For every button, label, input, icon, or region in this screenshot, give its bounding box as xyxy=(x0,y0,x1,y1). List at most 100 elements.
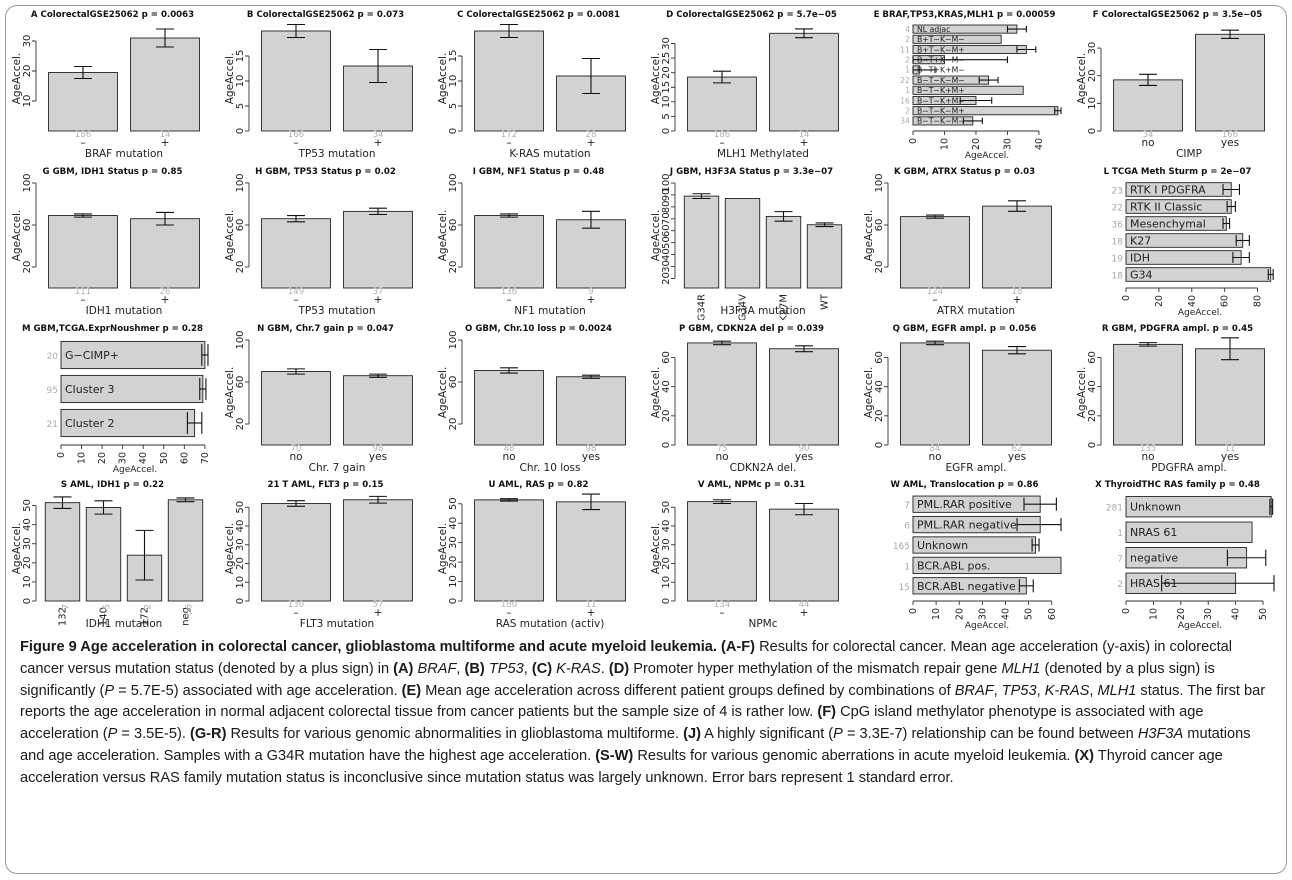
caption-segment: = 3.3E-7) relationship can be found betw… xyxy=(842,726,1138,743)
y-tick-label: 40 xyxy=(235,520,246,533)
bar-label: Unknown xyxy=(917,539,968,552)
category-label: + xyxy=(587,607,596,619)
y-axis-label: AgeAccel. xyxy=(224,523,236,575)
x-tick-label: 20 xyxy=(954,608,965,620)
sample-size-label: 34 xyxy=(900,117,910,126)
bar xyxy=(982,205,1052,289)
x-tick-label: 40 xyxy=(138,452,149,464)
sample-size-label: 7 xyxy=(904,501,910,511)
category-label: – xyxy=(506,607,511,619)
bar-label: K27 xyxy=(1130,234,1151,247)
caption-segment: MLH1 xyxy=(1001,660,1041,677)
x-axis-label: AgeAccel. xyxy=(965,151,1009,161)
y-axis-label: AgeAccel. xyxy=(863,367,875,419)
bar xyxy=(769,32,839,132)
y-tick-label: 50 xyxy=(235,501,246,514)
bar xyxy=(687,501,757,602)
panel-plot: NL adjac4B+T−K−M−2B+T−K−M+11B−T+K−M−2B−T… xyxy=(900,24,1062,161)
panel-q: Q GBM, EGFR ampl. p = 0.056 0 20 40 60 AgeAcc… xyxy=(858,320,1071,477)
sample-size-label: 149 xyxy=(288,287,304,297)
y-axis-label: AgeAccel. xyxy=(11,53,23,105)
y-tick-label: 40 xyxy=(1087,380,1098,393)
panel-h: H GBM, TP53 Status p = 0.02 20 60 100 AgeAcc… xyxy=(219,163,432,320)
sample-size-label: 28 xyxy=(586,130,597,140)
caption-segment: , xyxy=(523,660,532,677)
y-tick-label: 20 xyxy=(874,409,885,422)
y-tick-label: 20 xyxy=(235,261,246,274)
y-tick-label: 100 xyxy=(448,330,459,349)
y-tick-label: 30 xyxy=(235,538,246,551)
y-axis-label: AgeAccel. xyxy=(650,367,662,419)
x-axis-label: RAS mutation (activ) xyxy=(496,618,605,630)
panel-title: F ColorectalGSE25062 p = 3.5e−05 xyxy=(1092,10,1263,20)
caption-segment: Mean age acceleration across different p… xyxy=(421,682,955,699)
panel-l: L TCGA Meth Sturm p = 2e−07 RTK I PDGFRA 2… xyxy=(1071,163,1284,320)
bar xyxy=(769,508,839,602)
bar xyxy=(343,499,413,602)
x-tick-label: 60 xyxy=(179,452,190,464)
y-tick-label: 20 xyxy=(661,272,672,285)
bar xyxy=(687,76,757,132)
category-label: – xyxy=(506,294,511,306)
caption-segment: (D) xyxy=(608,660,630,677)
y-tick-label: 10 xyxy=(448,75,459,88)
y-tick-label: 30 xyxy=(661,37,672,50)
bar xyxy=(261,218,331,289)
bar-label: G34 xyxy=(1130,268,1153,281)
x-tick-label: 0 xyxy=(1121,295,1132,301)
bar xyxy=(900,216,970,289)
bar xyxy=(912,85,1024,95)
panel-title: W AML, Translocation p = 0.86 xyxy=(890,480,1039,490)
bar xyxy=(912,556,1062,575)
x-tick-label: 0 xyxy=(56,452,67,458)
sample-size-label: 2 xyxy=(1117,580,1123,590)
y-tick-label: 90 xyxy=(661,189,672,202)
sample-size-label: 20 xyxy=(47,352,59,362)
bar xyxy=(556,501,626,602)
bar xyxy=(474,30,544,132)
panel-title: S AML, IDH1 p = 0.22 xyxy=(60,480,165,490)
x-axis-label: CIMP xyxy=(1176,148,1202,160)
bar-label: B−T−K+M+ xyxy=(917,86,965,95)
category-label: yes xyxy=(1221,451,1239,463)
category-label: – xyxy=(293,137,298,149)
x-tick-label: 10 xyxy=(1148,608,1159,620)
x-tick-label: 40 xyxy=(1187,295,1198,307)
x-axis-label: IDH1 mutation xyxy=(86,305,163,317)
caption-segment: (A-F) xyxy=(721,639,756,655)
caption-segment: P xyxy=(107,726,118,743)
y-tick-label: 0 xyxy=(1087,128,1098,134)
y-tick-label: 60 xyxy=(235,219,246,232)
y-tick-label: 10 xyxy=(661,95,672,108)
panel-plot: 20 60 100 AgeAccel. –124 +18 ATRX mutation xyxy=(863,173,1052,317)
sample-size-label: 11 xyxy=(1225,444,1236,454)
sample-size-label: 9 xyxy=(588,287,593,297)
y-tick-label: 0 xyxy=(448,598,459,604)
category-label: + xyxy=(374,607,383,619)
x-axis-label: Chr. 10 loss xyxy=(520,462,581,474)
bar xyxy=(343,210,413,289)
x-axis-label: Chr. 7 gain xyxy=(309,462,366,474)
y-tick-label: 30 xyxy=(22,35,33,48)
x-tick-label: 20 xyxy=(1176,608,1187,620)
sample-size-label: 14 xyxy=(160,130,171,140)
x-axis-label: PDGFRA ampl. xyxy=(1151,462,1227,474)
y-tick-label: 20 xyxy=(448,418,459,431)
bar xyxy=(474,499,544,602)
panel-t: 21 T AML, FLT3 p = 0.15 0 10 20 30 40 50 AgeAcc… xyxy=(219,476,432,633)
x-tick-label: 60 xyxy=(1220,295,1231,307)
y-tick-label: 0 xyxy=(235,598,246,604)
y-tick-label: 0 xyxy=(661,598,672,604)
category-label: 172 xyxy=(140,607,151,626)
bar-label: BCR.ABL negative xyxy=(917,580,1016,593)
sample-size-label: 130 xyxy=(288,600,304,610)
caption-segment: (E) xyxy=(401,682,422,699)
bar xyxy=(769,348,839,446)
y-axis-label: AgeAccel. xyxy=(224,210,236,262)
category-label: no xyxy=(289,451,302,463)
caption-segment: Promoter hyper methylation of the mismat… xyxy=(629,660,1002,677)
